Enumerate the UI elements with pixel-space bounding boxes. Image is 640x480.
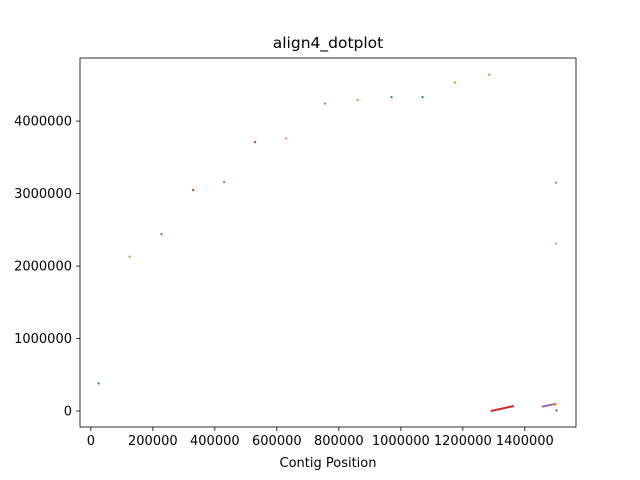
x-tick-label-2: 200000	[128, 434, 178, 449]
alignment-point-14	[554, 181, 557, 184]
chart-title: align4_dotplot	[273, 34, 384, 53]
y-tick-label-4: 3000000	[14, 187, 72, 202]
alignment-point-4	[192, 188, 195, 192]
x-tick-label-3: 400000	[190, 434, 240, 449]
x-tick-label-4: 600000	[252, 434, 302, 449]
alignment-point-13	[488, 73, 491, 76]
alignment-point-3	[160, 233, 163, 236]
y-tick-label-3: 2000000	[14, 260, 72, 275]
x-tick-label-8: 1400000	[496, 434, 554, 449]
alignment-segment-2	[541, 402, 557, 408]
plot-area	[97, 73, 558, 413]
alignment-point-12	[454, 81, 457, 84]
x-tick-label-1: 0	[87, 434, 95, 449]
y-tick-label-5: 4000000	[14, 115, 72, 130]
y-tick-label-1: 0	[64, 405, 72, 420]
x-tick-label-7: 1200000	[434, 434, 492, 449]
alignment-point-7	[285, 137, 288, 140]
alignment-point-8	[323, 102, 326, 105]
alignment-point-16	[555, 409, 558, 412]
alignment-point-11	[421, 96, 424, 99]
x-tick-label-6: 1000000	[372, 434, 430, 449]
alignment-point-1	[97, 382, 100, 385]
alignment-point-15	[554, 242, 557, 245]
axes-frame	[79, 57, 577, 428]
y-tick-label-2: 1000000	[14, 332, 72, 347]
alignment-point-10	[390, 96, 393, 99]
x-axis-title: Contig Position	[280, 456, 377, 471]
alignment-segment-1	[490, 404, 515, 413]
alignment-point-9	[356, 98, 359, 102]
alignment-point-5	[223, 180, 226, 184]
alignment-segment-3	[553, 402, 558, 407]
alignment-point-6	[254, 140, 257, 144]
alignment-point-2	[128, 255, 131, 258]
x-tick-label-5: 800000	[314, 434, 364, 449]
axes: 0 200000 400000 600000 800000 1000000 1200000 1…	[14, 57, 577, 449]
